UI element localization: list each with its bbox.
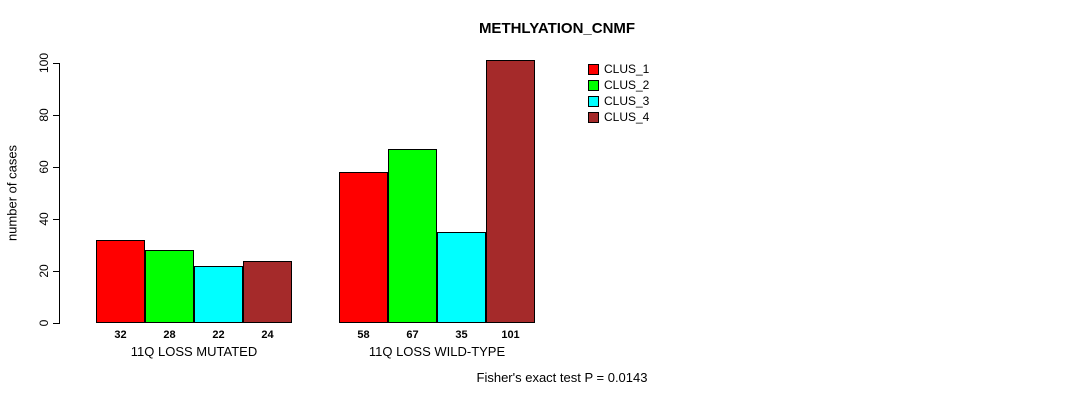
y-tick xyxy=(53,323,59,324)
legend-item-clus_3: CLUS_3 xyxy=(588,93,649,109)
legend-swatch-icon xyxy=(588,111,599,123)
legend-label: CLUS_1 xyxy=(604,62,650,76)
legend-swatch-icon xyxy=(588,79,599,91)
y-tick xyxy=(53,115,59,116)
legend-label: CLUS_3 xyxy=(604,94,650,108)
bar-value-label: 67 xyxy=(406,329,419,341)
group-label: 11Q LOSS MUTATED xyxy=(130,344,258,359)
chart-title: METHLYATION_CNMF xyxy=(478,20,636,37)
bar-value-label: 35 xyxy=(455,329,468,341)
bar-clus_4-group1 xyxy=(243,261,292,323)
bar-clus_3-group1 xyxy=(194,266,243,323)
y-tick xyxy=(53,219,59,220)
bar-clus_2-group2 xyxy=(388,149,437,323)
y-tick-label: 60 xyxy=(37,160,51,174)
bar-clus_3-group2 xyxy=(437,232,486,323)
y-tick-label: 40 xyxy=(37,212,51,226)
legend-swatch-icon xyxy=(588,95,599,107)
y-tick-label: 100 xyxy=(37,52,51,74)
bar-clus_2-group1 xyxy=(145,250,194,323)
bar-value-label: 58 xyxy=(357,329,370,341)
group-label: 11Q LOSS WILD-TYPE xyxy=(368,344,506,359)
bar-clus_4-group2 xyxy=(486,60,535,323)
legend-item-clus_1: CLUS_1 xyxy=(588,61,649,77)
y-tick xyxy=(53,271,59,272)
bar-value-label: 24 xyxy=(261,329,274,341)
footer-annotation: Fisher's exact test P = 0.0143 xyxy=(476,370,648,385)
legend-item-clus_2: CLUS_2 xyxy=(588,77,649,93)
bar-clus_1-group1 xyxy=(96,240,145,323)
bar-value-label: 101 xyxy=(501,329,520,341)
bar-value-label: 28 xyxy=(163,329,176,341)
y-tick-label: 80 xyxy=(37,108,51,122)
legend-label: CLUS_2 xyxy=(604,78,650,92)
y-tick xyxy=(53,63,59,64)
y-axis-line xyxy=(59,63,60,324)
bar-value-label: 32 xyxy=(114,329,127,341)
bar-clus_1-group2 xyxy=(339,172,388,323)
bar-value-label: 22 xyxy=(212,329,225,341)
y-tick xyxy=(53,167,59,168)
legend-label: CLUS_4 xyxy=(604,110,650,124)
y-tick-label: 0 xyxy=(37,319,51,327)
legend-swatch-icon xyxy=(588,63,599,75)
legend-item-clus_4: CLUS_4 xyxy=(588,109,649,125)
y-tick-label: 20 xyxy=(37,264,51,278)
